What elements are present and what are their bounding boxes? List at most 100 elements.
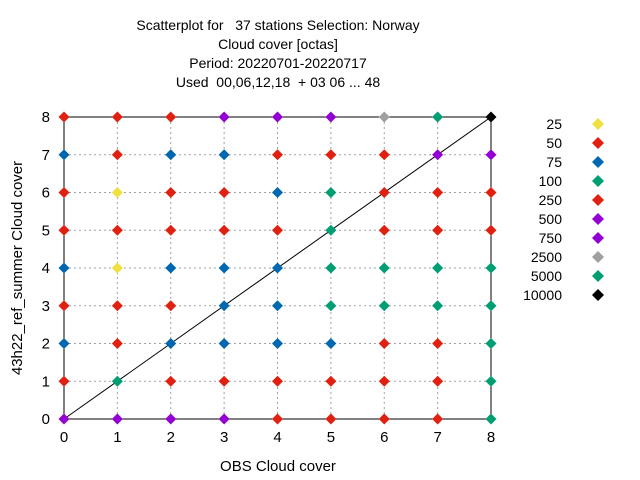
- y-tick-label: 5: [42, 222, 50, 239]
- data-point: [111, 187, 123, 198]
- chart-title-line-2: Cloud cover [octas]: [218, 36, 338, 52]
- legend-label: 25: [546, 116, 562, 132]
- data-point: [272, 111, 283, 123]
- data-point: [378, 149, 390, 161]
- legend-marker: [592, 213, 604, 225]
- data-point: [485, 300, 497, 312]
- legend-label: 100: [539, 173, 563, 189]
- data-point: [378, 262, 390, 274]
- data-point: [58, 338, 70, 349]
- data-point: [485, 338, 497, 349]
- y-tick-label: 8: [42, 109, 50, 126]
- data-point: [58, 224, 70, 236]
- legend-label: 750: [539, 230, 563, 246]
- data-point: [325, 375, 337, 387]
- data-point: [218, 338, 230, 349]
- legend-marker: [592, 156, 604, 168]
- data-point: [218, 413, 230, 425]
- data-point: [58, 413, 70, 425]
- data-point: [165, 338, 177, 349]
- data-point: [58, 262, 70, 274]
- data-point: [378, 300, 390, 312]
- data-point: [111, 338, 123, 349]
- legend-marker: [592, 251, 604, 263]
- data-point: [165, 262, 177, 274]
- data-point: [432, 338, 444, 349]
- data-point: [485, 111, 497, 123]
- x-tick-label: 2: [167, 429, 175, 446]
- data-point: [165, 187, 177, 198]
- data-point: [432, 375, 444, 387]
- data-point: [432, 111, 444, 123]
- y-axis-label: 43h22_ref_summer Cloud cover: [9, 161, 26, 375]
- x-tick-label: 4: [273, 429, 281, 446]
- y-tick-label: 1: [42, 373, 50, 390]
- data-point: [272, 375, 283, 387]
- x-tick-label: 5: [327, 429, 335, 446]
- x-tick-label: 7: [433, 429, 441, 446]
- legend-marker: [592, 175, 604, 187]
- data-point: [485, 262, 497, 274]
- data-point: [378, 187, 390, 198]
- data-point: [218, 224, 230, 236]
- y-tick-label: 4: [42, 260, 50, 277]
- data-point: [325, 262, 337, 274]
- data-point: [165, 111, 177, 123]
- y-tick-label: 7: [42, 147, 50, 164]
- y-tick-label: 6: [42, 185, 50, 202]
- data-point: [111, 111, 123, 123]
- data-point: [111, 262, 123, 274]
- data-point: [272, 187, 283, 198]
- data-point: [58, 149, 70, 161]
- data-point: [272, 338, 283, 349]
- data-point: [58, 375, 70, 387]
- chart-title-line-3: Period: 20220701-20220717: [189, 55, 367, 71]
- data-point: [111, 224, 123, 236]
- x-axis-label: OBS Cloud cover: [220, 458, 336, 475]
- data-point: [272, 149, 283, 161]
- legend: 25 50 75 100 250 500 750 2500 5000 10000: [523, 116, 604, 303]
- data-point: [272, 413, 283, 425]
- legend-marker: [592, 194, 604, 206]
- data-point: [325, 413, 337, 425]
- data-point: [432, 300, 444, 312]
- legend-marker: [592, 118, 604, 130]
- data-point: [432, 262, 444, 274]
- data-point: [485, 413, 497, 425]
- legend-label: 2500: [531, 249, 562, 265]
- data-point: [378, 375, 390, 387]
- data-point: [485, 375, 497, 387]
- data-point: [485, 187, 497, 198]
- data-point: [432, 149, 444, 161]
- data-point: [58, 300, 70, 312]
- legend-marker: [592, 137, 604, 149]
- x-tick-label: 8: [487, 429, 495, 446]
- tick-labels: 0 1 2 3 4 5 6 7 8 0 1 2 3 4 5 6 7 8: [42, 109, 496, 446]
- data-point: [218, 187, 230, 198]
- data-point: [218, 375, 230, 387]
- data-point: [165, 224, 177, 236]
- data-point: [325, 111, 337, 123]
- data-point: [432, 413, 444, 425]
- data-point: [325, 224, 337, 236]
- data-point: [218, 300, 230, 312]
- y-axis-label-text: 43h22_ref_summer Cloud cover: [9, 161, 26, 375]
- data-point: [111, 149, 123, 161]
- data-point: [272, 224, 283, 236]
- data-point: [218, 111, 230, 123]
- data-point: [165, 413, 177, 425]
- data-point: [325, 187, 337, 198]
- data-point: [218, 149, 230, 161]
- data-point: [378, 111, 390, 123]
- legend-label: 10000: [523, 287, 562, 303]
- data-point: [272, 300, 283, 312]
- data-point: [111, 413, 123, 425]
- data-point: [165, 375, 177, 387]
- y-tick-label: 0: [42, 411, 50, 428]
- data-point: [378, 338, 390, 349]
- data-point: [165, 149, 177, 161]
- legend-label: 50: [546, 135, 562, 151]
- data-point: [272, 262, 283, 274]
- data-point: [325, 149, 337, 161]
